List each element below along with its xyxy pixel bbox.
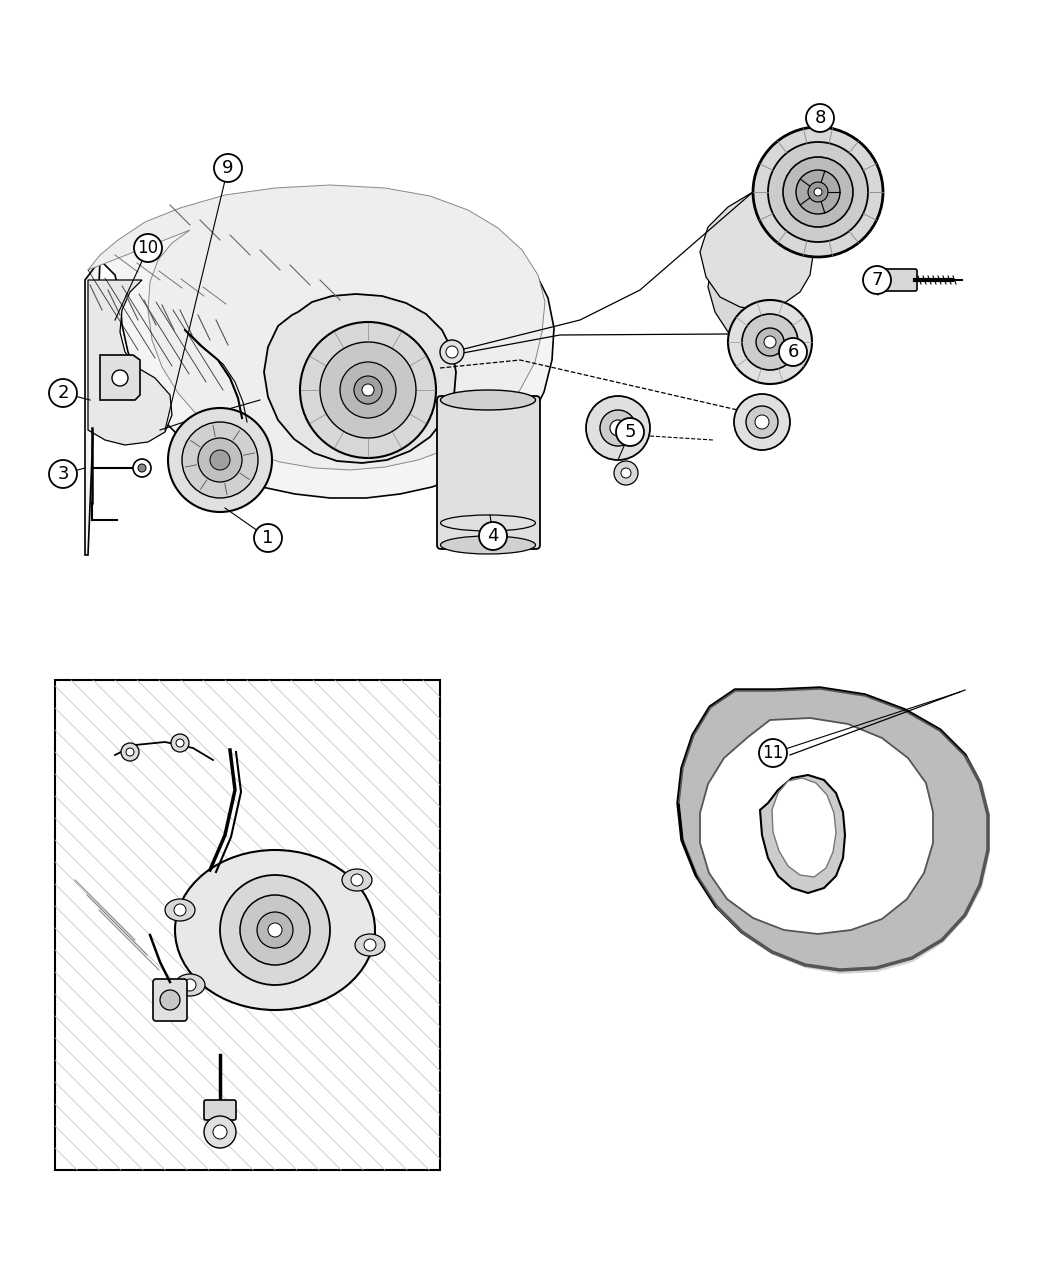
Circle shape: [362, 384, 374, 397]
Text: 7: 7: [872, 272, 883, 289]
Circle shape: [214, 154, 242, 182]
Circle shape: [160, 989, 180, 1010]
Circle shape: [446, 346, 458, 358]
Circle shape: [621, 468, 631, 478]
Circle shape: [210, 450, 230, 470]
Circle shape: [176, 740, 184, 747]
Circle shape: [320, 342, 416, 439]
Circle shape: [440, 340, 464, 363]
Text: 1: 1: [262, 529, 274, 547]
Circle shape: [300, 323, 436, 458]
Text: 9: 9: [223, 159, 234, 177]
Text: 6: 6: [788, 343, 799, 361]
Circle shape: [184, 979, 196, 991]
Circle shape: [364, 938, 376, 951]
Circle shape: [354, 376, 382, 404]
Circle shape: [863, 266, 891, 295]
Circle shape: [340, 362, 396, 418]
Circle shape: [806, 105, 834, 133]
Circle shape: [746, 405, 778, 439]
Bar: [55, 680, 440, 1170]
Polygon shape: [772, 778, 836, 877]
Circle shape: [268, 923, 282, 937]
Polygon shape: [100, 354, 140, 400]
Circle shape: [783, 157, 853, 227]
Polygon shape: [708, 242, 775, 332]
Ellipse shape: [175, 850, 375, 1010]
Circle shape: [126, 748, 134, 756]
Circle shape: [168, 408, 272, 513]
Circle shape: [734, 394, 790, 450]
Polygon shape: [678, 688, 988, 970]
Ellipse shape: [355, 935, 385, 956]
Circle shape: [779, 338, 807, 366]
Circle shape: [728, 300, 812, 384]
Circle shape: [254, 524, 282, 552]
Circle shape: [753, 128, 883, 258]
Text: 2: 2: [58, 384, 68, 402]
FancyBboxPatch shape: [204, 1100, 236, 1119]
Polygon shape: [678, 688, 990, 974]
Circle shape: [213, 1125, 227, 1139]
Circle shape: [182, 422, 258, 499]
Circle shape: [138, 464, 146, 472]
Circle shape: [814, 187, 822, 196]
Text: 5: 5: [625, 423, 635, 441]
Circle shape: [610, 419, 626, 436]
Circle shape: [586, 397, 650, 460]
Circle shape: [351, 873, 363, 886]
Polygon shape: [264, 295, 456, 463]
Polygon shape: [88, 185, 545, 470]
Circle shape: [768, 142, 868, 242]
Circle shape: [479, 521, 507, 550]
Circle shape: [614, 462, 638, 485]
Polygon shape: [700, 193, 813, 310]
Text: 3: 3: [58, 465, 68, 483]
Circle shape: [220, 875, 330, 986]
Polygon shape: [88, 280, 172, 445]
Text: 8: 8: [815, 108, 825, 128]
Text: 11: 11: [762, 745, 783, 762]
Ellipse shape: [441, 390, 536, 411]
Circle shape: [49, 460, 77, 488]
Circle shape: [204, 1116, 236, 1148]
Ellipse shape: [165, 899, 195, 921]
Circle shape: [742, 314, 798, 370]
Circle shape: [174, 904, 186, 915]
Circle shape: [764, 337, 776, 348]
Circle shape: [171, 734, 189, 752]
Circle shape: [240, 895, 310, 965]
Circle shape: [134, 235, 162, 261]
Circle shape: [257, 912, 293, 949]
FancyBboxPatch shape: [437, 397, 540, 550]
Circle shape: [755, 414, 769, 428]
Ellipse shape: [441, 536, 536, 555]
Circle shape: [796, 170, 840, 214]
Circle shape: [600, 411, 636, 446]
Polygon shape: [700, 718, 933, 935]
Circle shape: [121, 743, 139, 761]
Circle shape: [133, 459, 151, 477]
Polygon shape: [85, 198, 554, 555]
Circle shape: [198, 439, 242, 482]
Ellipse shape: [342, 870, 372, 891]
Circle shape: [756, 328, 784, 356]
Text: 10: 10: [138, 238, 159, 258]
FancyBboxPatch shape: [153, 979, 187, 1021]
Circle shape: [112, 370, 128, 386]
Circle shape: [616, 418, 644, 446]
Circle shape: [808, 182, 828, 201]
Circle shape: [759, 740, 788, 768]
Text: 4: 4: [487, 527, 499, 544]
Circle shape: [49, 379, 77, 407]
FancyBboxPatch shape: [883, 269, 917, 291]
Polygon shape: [760, 775, 845, 892]
Ellipse shape: [175, 974, 205, 996]
